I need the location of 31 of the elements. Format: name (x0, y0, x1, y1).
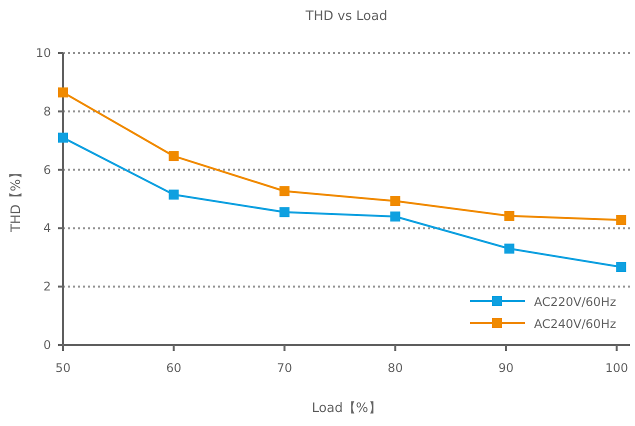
legend-label: AC220V/60Hz (534, 295, 616, 309)
point (504, 210, 514, 221)
point (616, 262, 626, 272)
y-tick-label: 2 (43, 280, 51, 294)
point (58, 87, 68, 98)
x-tick-label: 60 (166, 361, 182, 375)
y-tick-label: 0 (43, 338, 51, 352)
y-tick-label: 4 (43, 221, 51, 236)
x-tick-label: 90 (498, 361, 514, 375)
legend: AC240V/60Hz (470, 317, 616, 331)
y-tick-label: 10 (36, 46, 51, 60)
x-tick-label: 50 (55, 361, 71, 375)
x-tick-label: 100 (605, 361, 628, 375)
x-tick-label: 70 (276, 361, 292, 375)
x-axis-title: Load【%】 (312, 401, 382, 416)
legend: AC220V/60Hz (470, 295, 616, 309)
point (168, 151, 179, 162)
point (58, 132, 68, 143)
point (504, 244, 514, 254)
point (279, 186, 290, 196)
legend-label: AC240V/60Hz (534, 317, 616, 331)
chart-title: THD vs Load (304, 9, 388, 24)
y-tick-label: 8 (43, 104, 51, 118)
point (390, 212, 400, 222)
y-axis-title: THD【%】 (9, 166, 24, 234)
point (616, 215, 626, 226)
point (279, 207, 290, 218)
y-tick-label: 6 (43, 162, 51, 177)
x-tick-label: 80 (388, 361, 403, 375)
point (390, 196, 400, 206)
point (168, 190, 179, 200)
